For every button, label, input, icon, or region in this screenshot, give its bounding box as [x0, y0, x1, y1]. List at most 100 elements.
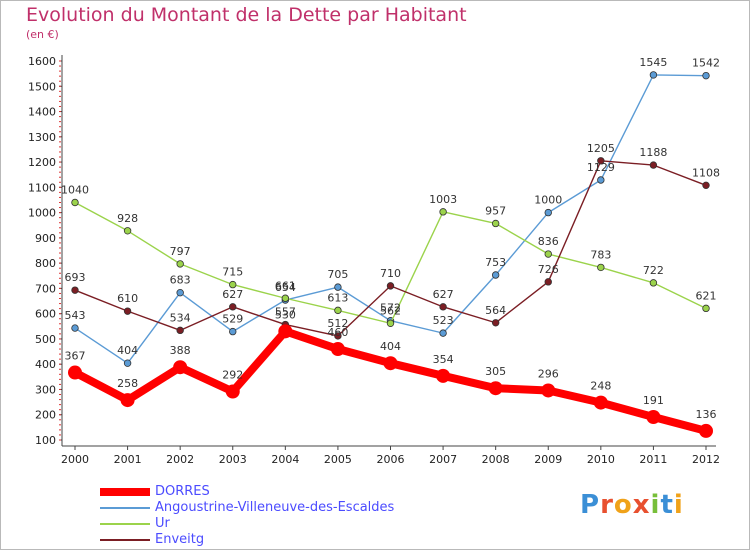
- data-point: [334, 306, 342, 315]
- data-label: 305: [485, 365, 506, 378]
- data-point: [544, 278, 552, 286]
- data-label: 460: [327, 326, 348, 339]
- data-label: 613: [327, 291, 348, 304]
- legend: DORRES Angoustrine-Villeneuve-des-Escalde…: [100, 484, 520, 548]
- data-point: [123, 227, 132, 235]
- legend-swatch: [100, 507, 150, 509]
- x-tick-label: 2003: [219, 453, 247, 466]
- data-label: 191: [643, 394, 664, 407]
- data-label: 705: [327, 268, 348, 281]
- data-label: 543: [65, 309, 86, 322]
- legend-swatch: [100, 488, 150, 496]
- data-point: [120, 393, 135, 408]
- data-label: 661: [275, 279, 296, 292]
- data-point: [702, 304, 710, 313]
- data-point: [544, 250, 552, 258]
- x-tick-label: 2009: [534, 453, 562, 466]
- data-label: 693: [65, 271, 86, 284]
- series-2: [71, 198, 710, 327]
- data-label: 572: [380, 302, 401, 315]
- data-label: 523: [433, 314, 454, 327]
- data-point: [123, 307, 132, 315]
- x-tick-label: 2010: [587, 453, 615, 466]
- data-label: 726: [538, 263, 559, 276]
- legend-label: Enveitg: [155, 532, 205, 547]
- data-point: [386, 282, 395, 290]
- data-label: 562: [380, 304, 401, 317]
- data-label: 928: [117, 212, 138, 225]
- data-point: [383, 356, 398, 371]
- data-point: [439, 208, 447, 216]
- data-point: [541, 383, 556, 398]
- x-tick-label: 2001: [114, 453, 142, 466]
- data-label: 1542: [692, 57, 720, 70]
- proxiti-logo: Proxiti: [580, 490, 684, 520]
- y-tick-label: 1600: [28, 55, 56, 68]
- data-label: 258: [117, 377, 138, 390]
- data-label: 292: [222, 368, 243, 381]
- x-tick-label: 2004: [271, 453, 299, 466]
- legend-label: DORRES: [155, 484, 210, 499]
- data-label: 529: [222, 313, 243, 326]
- data-label: 627: [222, 288, 243, 301]
- data-label: 354: [433, 353, 454, 366]
- data-point: [649, 71, 658, 79]
- legend-swatch: [100, 539, 150, 541]
- x-tick-label: 2006: [377, 453, 405, 466]
- y-tick-label: 1300: [28, 131, 56, 144]
- legend-label: Ur: [155, 516, 170, 531]
- data-point: [176, 326, 184, 335]
- chart-unit: (en €): [26, 28, 59, 41]
- chart-axes: 100 200 300 400 500 600 700 800 900 1000 1100 1200 1…: [28, 55, 720, 466]
- data-point: [281, 294, 290, 302]
- data-labels-layer: 367 258 388 292 530 460 404 354 305 296 248 191 136 5…: [61, 56, 720, 421]
- y-tick-label: 1000: [28, 207, 56, 220]
- x-tick-label: 2000: [61, 453, 89, 466]
- data-point: [176, 288, 184, 297]
- chart-title: Evolution du Montant de la Dette par Hab…: [26, 4, 467, 26]
- data-label: 404: [380, 340, 401, 353]
- series-layer: [68, 71, 713, 438]
- data-point: [597, 176, 605, 184]
- data-point: [278, 324, 293, 339]
- y-tick-label: 1500: [28, 80, 56, 93]
- data-point: [68, 365, 82, 380]
- data-label: 654: [275, 281, 296, 294]
- data-point: [544, 208, 552, 217]
- line-chart: 100 200 300 400 500 600 700 800 900 1000 1100 1200 1…: [28, 55, 720, 466]
- data-point: [176, 260, 184, 268]
- data-label: 722: [643, 264, 664, 277]
- data-point: [491, 319, 500, 327]
- y-tick-label: 1400: [28, 106, 56, 119]
- data-point: [334, 283, 342, 291]
- data-point: [71, 324, 79, 332]
- data-point: [702, 71, 710, 80]
- data-label: 512: [327, 317, 348, 330]
- y-tick-label: 1200: [28, 156, 56, 169]
- data-label: 367: [65, 350, 86, 363]
- data-label: 296: [538, 367, 559, 380]
- data-label: 1188: [639, 146, 667, 159]
- data-label: 534: [170, 311, 191, 324]
- data-label: 957: [485, 204, 506, 217]
- y-tick-label: 400: [35, 358, 56, 371]
- data-label: 1545: [639, 56, 667, 69]
- data-label: 388: [170, 344, 191, 357]
- y-tick-label: 100: [35, 434, 56, 447]
- data-point: [646, 410, 661, 425]
- data-label: 1205: [587, 142, 615, 155]
- data-point: [439, 303, 447, 311]
- data-label: 248: [590, 380, 611, 393]
- data-label: 1040: [61, 183, 89, 196]
- data-label: 404: [117, 344, 138, 357]
- data-label: 1108: [692, 166, 720, 179]
- data-point: [229, 327, 237, 336]
- data-label: 627: [433, 288, 454, 301]
- y-tick-label: 200: [35, 409, 56, 422]
- x-tick-label: 2002: [166, 453, 194, 466]
- data-label: 136: [696, 408, 717, 421]
- data-label: 683: [170, 274, 191, 287]
- legend-item: Ur: [100, 516, 520, 532]
- y-tick-label: 700: [35, 282, 56, 295]
- data-point: [649, 279, 658, 287]
